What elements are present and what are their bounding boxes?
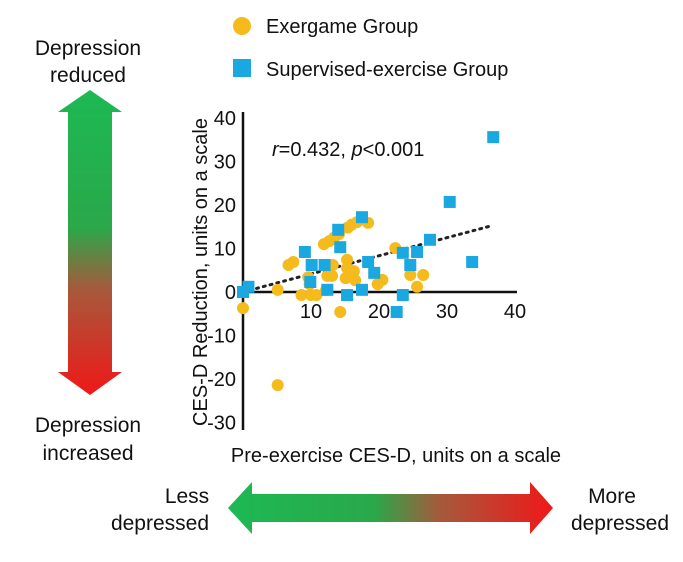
supervised-point xyxy=(318,259,331,272)
exergame-point xyxy=(347,265,360,278)
legend-marker-supervised xyxy=(233,59,251,77)
exergame-point xyxy=(339,272,352,285)
exergame-point xyxy=(310,289,323,302)
exergame-point xyxy=(326,269,339,282)
bottom-label-line1: Depression xyxy=(35,414,141,437)
supervised-point xyxy=(411,245,424,258)
exergame-point xyxy=(282,259,295,272)
left-label-line1: Less xyxy=(165,485,209,508)
supervised-point xyxy=(487,131,500,144)
supervised-point xyxy=(321,283,334,296)
exergame-point xyxy=(334,306,347,319)
vertical-gradient-arrow xyxy=(58,90,122,395)
exergame-point xyxy=(417,269,430,282)
x-axis-label: Pre-exercise CES-D, units on a scale xyxy=(231,445,561,467)
y-axis-label: CES-D Reduction, units on a scale xyxy=(190,118,212,426)
bottom-label-line2: increased xyxy=(42,442,133,465)
supervised-point xyxy=(334,241,347,254)
top-label-line1: Depression xyxy=(35,37,141,60)
y-tick-label: -20 xyxy=(207,369,236,391)
y-tick-label: 30 xyxy=(214,152,236,174)
exergame-point xyxy=(404,269,417,282)
legend-label-exergame: Exergame Group xyxy=(266,16,418,38)
p-label: p xyxy=(351,139,363,161)
left-label-line2: depressed xyxy=(111,512,209,535)
y-tick-label: 20 xyxy=(214,195,236,217)
x-tick-label: 10 xyxy=(300,301,322,323)
exergame-point xyxy=(271,379,284,392)
legend-marker-exergame xyxy=(233,17,251,35)
supervised-point xyxy=(443,195,456,208)
exergame-point xyxy=(295,289,308,302)
supervised-point xyxy=(466,255,479,268)
exergame-point xyxy=(237,302,249,315)
supervised-point xyxy=(356,211,368,224)
exergame-point xyxy=(341,221,354,234)
exergame-point xyxy=(271,283,284,296)
exergame-point xyxy=(349,274,362,287)
r-label: r xyxy=(272,139,280,161)
x-tick-label: 40 xyxy=(504,301,526,323)
supervised-point xyxy=(390,306,403,319)
y-tick-label: 40 xyxy=(214,108,236,130)
supervised-point xyxy=(304,275,317,288)
exergame-point xyxy=(341,253,354,266)
supervised-point xyxy=(424,233,436,246)
right-label-line2: depressed xyxy=(571,512,669,535)
supervised-point xyxy=(396,289,409,302)
supervised-point xyxy=(356,283,368,296)
legend-label-supervised: Supervised-exercise Group xyxy=(266,59,508,81)
supervised-point xyxy=(368,266,381,279)
horizontal-gradient-arrow xyxy=(228,482,553,534)
supervised-point xyxy=(332,223,345,236)
correlation-annotation: r=0.432, p<0.001 xyxy=(272,139,424,161)
exergame-point xyxy=(317,238,330,251)
exergame-point xyxy=(411,280,424,293)
supervised-point xyxy=(237,286,249,298)
x-tick-label: 30 xyxy=(436,301,458,323)
supervised-point xyxy=(305,259,318,272)
p-value: <0.001 xyxy=(363,139,425,161)
supervised-point xyxy=(396,246,409,259)
supervised-point xyxy=(362,255,375,268)
y-tick-label: -10 xyxy=(207,326,236,348)
y-tick-label: 0 xyxy=(225,282,236,304)
r-value: =0.432, xyxy=(279,139,352,161)
y-tick-label: -30 xyxy=(207,413,236,435)
supervised-point xyxy=(341,289,354,302)
x-tick-label: 20 xyxy=(368,301,390,323)
top-label-line2: reduced xyxy=(50,64,126,87)
supervised-point xyxy=(298,245,311,258)
right-label-line1: More xyxy=(588,485,636,508)
supervised-point xyxy=(404,259,417,272)
y-tick-label: 10 xyxy=(214,239,236,261)
